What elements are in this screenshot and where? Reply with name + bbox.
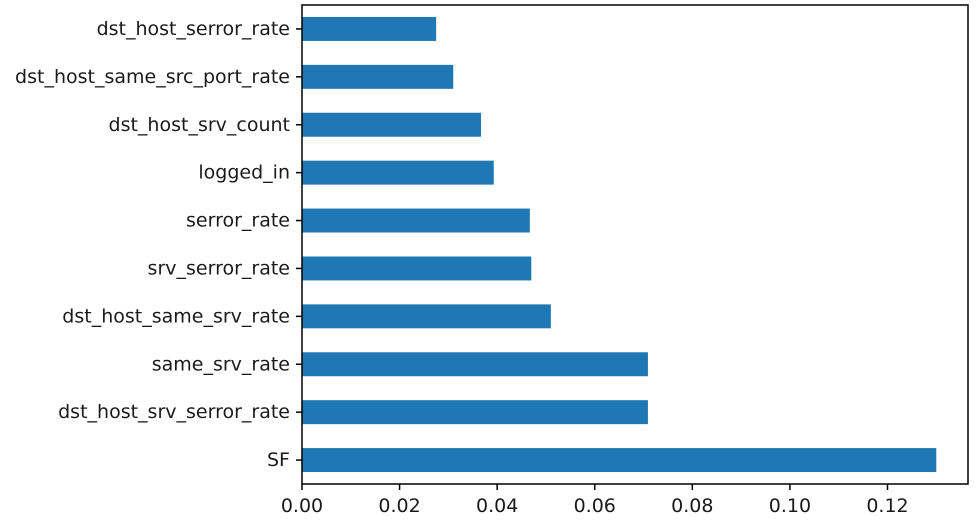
bar-SF: [302, 448, 937, 473]
bar-dst_host_serror_rate: [302, 16, 437, 41]
x-tick-label: 0.10: [769, 495, 811, 517]
category-label: dst_host_srv_serror_rate: [58, 401, 290, 423]
category-label: dst_host_srv_count: [109, 114, 290, 136]
bar-logged_in: [302, 160, 494, 185]
category-label: SF: [267, 449, 290, 471]
x-tick-label: 0.12: [866, 495, 908, 517]
x-tick-label: 0.08: [671, 495, 713, 517]
category-label: srv_serror_rate: [148, 257, 290, 279]
x-tick-label: 0.06: [574, 495, 616, 517]
category-label: dst_host_serror_rate: [97, 18, 290, 40]
x-axis-ticks-group: 0.00 0.02 0.04 0.06 0.08 0.10 0.12: [281, 484, 909, 517]
x-tick-label: 0.00: [281, 495, 323, 517]
x-tick-label: 0.04: [476, 495, 518, 517]
bar-dst_host_same_src_port_rate: [302, 64, 454, 89]
bar-serror_rate: [302, 208, 530, 233]
category-label: dst_host_same_src_port_rate: [15, 66, 290, 88]
category-label: dst_host_same_srv_rate: [62, 305, 290, 327]
bar-dst_host_srv_serror_rate: [302, 400, 648, 425]
bar-dst_host_srv_count: [302, 112, 482, 137]
bar-dst_host_same_srv_rate: [302, 304, 551, 329]
bars-group: [302, 16, 937, 473]
x-tick-label: 0.02: [378, 495, 420, 517]
plot-frame: [301, 4, 969, 485]
bar-same_srv_rate: [302, 352, 648, 377]
category-label: logged_in: [198, 162, 290, 184]
bar-srv_serror_rate: [302, 256, 532, 281]
category-label: same_srv_rate: [152, 353, 290, 375]
category-label: serror_rate: [186, 210, 290, 232]
category-labels-group: dst_host_serror_rate dst_host_same_src_po…: [15, 18, 302, 471]
